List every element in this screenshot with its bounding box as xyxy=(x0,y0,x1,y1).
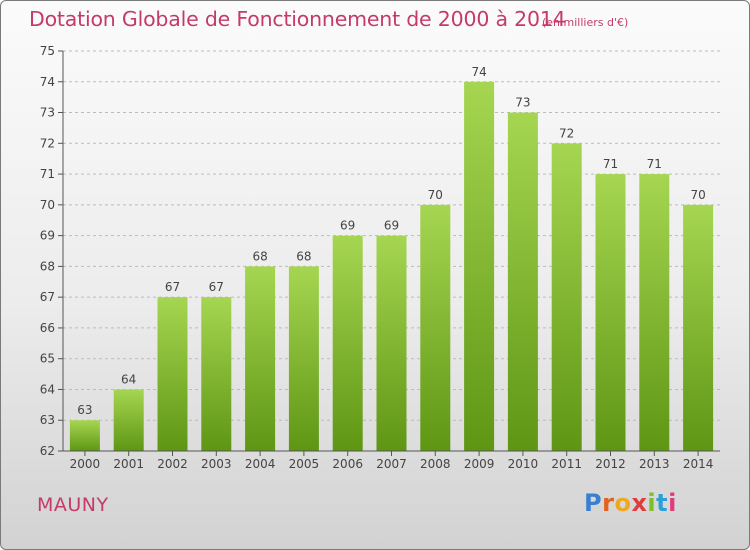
y-tick-label: 64 xyxy=(40,382,55,396)
bar-value-labels: 63 64 67 67 68 68 69 69 70 74 73 72 71 71 70 xyxy=(77,65,705,417)
bar-value-label: 67 xyxy=(165,280,180,294)
bar-value-label: 70 xyxy=(690,188,705,202)
logo-letter: t xyxy=(656,489,669,517)
bar-value-label: 63 xyxy=(77,403,92,417)
y-tick-label: 62 xyxy=(40,444,55,458)
axes: 62 63 64 65 66 67 68 69 70 71 72 73 74 75 2000 2001 2002… xyxy=(40,44,720,471)
proxiti-logo: Proxiti xyxy=(584,489,677,517)
bar-2006 xyxy=(332,235,363,451)
bar-value-label: 67 xyxy=(209,280,224,294)
bar-2001 xyxy=(113,389,144,451)
y-tick-label: 72 xyxy=(40,136,55,150)
chart-unit: (en milliers d'€) xyxy=(542,16,629,29)
chart-title: Dotation Globale de Fonctionnement de 20… xyxy=(29,7,566,31)
bar-2011 xyxy=(551,143,582,452)
x-tick-label: 2010 xyxy=(508,457,539,471)
y-tick-label: 70 xyxy=(40,198,55,212)
bar-value-label: 69 xyxy=(340,219,355,233)
bar-value-label: 73 xyxy=(515,96,530,110)
logo-letter: o xyxy=(614,489,632,517)
bar-value-label: 71 xyxy=(647,157,662,171)
bar-2012 xyxy=(595,174,626,452)
y-tick-label: 68 xyxy=(40,259,55,273)
x-tick-label: 2013 xyxy=(639,457,670,471)
x-tick-label: 2014 xyxy=(683,457,714,471)
bar-2009 xyxy=(464,81,495,452)
bar-2000 xyxy=(69,420,100,451)
bar-value-label: 68 xyxy=(296,249,311,263)
bar-2005 xyxy=(288,266,319,451)
x-tick-label: 2009 xyxy=(464,457,495,471)
bar-value-label: 74 xyxy=(471,65,486,79)
bars xyxy=(69,81,714,452)
bar-2004 xyxy=(245,266,276,451)
bar-value-label: 64 xyxy=(121,372,136,386)
logo-letter: r xyxy=(602,489,615,517)
bar-value-label: 69 xyxy=(384,219,399,233)
bar-value-label: 72 xyxy=(559,126,574,140)
y-tick-label: 66 xyxy=(40,321,55,335)
bar-2007 xyxy=(376,235,407,451)
y-tick-label: 73 xyxy=(40,106,55,120)
bar-value-label: 70 xyxy=(428,188,443,202)
x-tick-label: 2007 xyxy=(376,457,407,471)
bar-2014 xyxy=(683,204,714,451)
x-tick-label: 2006 xyxy=(332,457,363,471)
x-tick-label: 2004 xyxy=(245,457,276,471)
x-tick-label: 2005 xyxy=(289,457,320,471)
x-tick-label: 2001 xyxy=(113,457,144,471)
logo-letter: P xyxy=(584,489,603,517)
bar-value-label: 71 xyxy=(603,157,618,171)
bar-2008 xyxy=(420,204,451,451)
y-tick-label: 71 xyxy=(40,167,55,181)
bar-2013 xyxy=(639,174,670,452)
y-tick-label: 65 xyxy=(40,352,55,366)
bar-2010 xyxy=(507,112,538,452)
x-tick-label: 2002 xyxy=(157,457,188,471)
bar-2003 xyxy=(201,297,232,451)
bar-2002 xyxy=(157,297,188,451)
logo-letter: x xyxy=(631,489,648,517)
x-tick-label: 2008 xyxy=(420,457,451,471)
y-tick-label: 69 xyxy=(40,229,55,243)
y-tick-label: 74 xyxy=(40,75,55,89)
x-tick-label: 2000 xyxy=(70,457,101,471)
x-tick-label: 2003 xyxy=(201,457,232,471)
y-tick-label: 63 xyxy=(40,413,55,427)
logo-letter: i xyxy=(647,489,657,517)
bar-value-label: 68 xyxy=(252,249,267,263)
y-tick-label: 67 xyxy=(40,290,55,304)
logo-letter: i xyxy=(668,489,677,517)
x-tick-label: 2012 xyxy=(595,457,626,471)
commune-name: MAUNY xyxy=(37,494,109,516)
x-tick-label: 2011 xyxy=(551,457,582,471)
y-tick-label: 75 xyxy=(40,44,55,58)
